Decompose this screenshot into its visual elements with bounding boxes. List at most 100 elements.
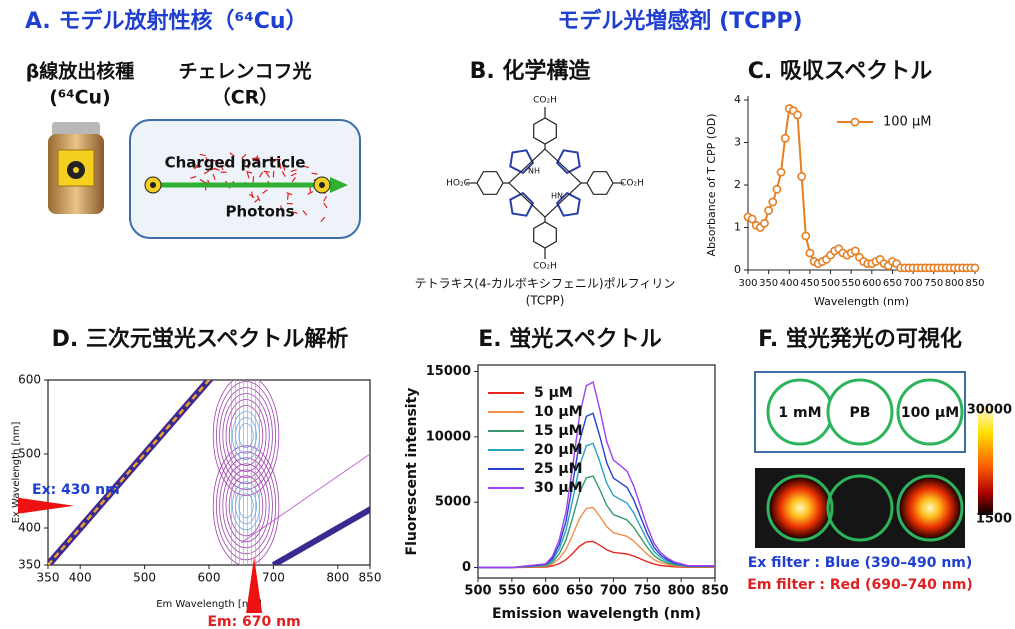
y-axis-label: Fluorescent intensity [404,388,420,556]
panel-title: B. 化学構造 [470,58,591,84]
x-tick-label: 500 [821,278,840,289]
compound-abbr: (TCPP) [526,294,565,308]
ring [557,150,580,173]
group: CO₂H [533,262,557,272]
radiation-icon [314,177,330,193]
data-point [782,135,789,142]
x-tick-label: 350 [37,571,60,585]
data-point [794,111,801,118]
x-tick-label: 650 [883,278,902,289]
ring [510,193,533,216]
chart-title: C. 吸収スペクトル [748,59,933,84]
series-line [478,476,715,567]
y-tick-label: 15000 [426,364,471,379]
x-tick-label: 500 [464,584,491,599]
series-line [478,443,715,567]
x-tick-label: 550 [842,278,861,289]
data-point [765,207,772,214]
panel-title: F. 蛍光発光の可視化 [758,326,962,352]
label: Charged particle [165,154,306,172]
x-tick-label: 700 [904,278,923,289]
group: CO₂H [533,96,557,106]
legend-label: 100 μM [883,115,931,130]
contour-line [216,452,275,560]
y-tick-label: 600 [18,373,41,387]
y-tick-label: 10000 [426,429,471,444]
contour-line [239,424,253,448]
series-line [748,109,975,268]
x-tick-label: 850 [701,584,728,599]
x-tick-label: 800 [668,584,695,599]
x-tick-label: 650 [566,584,593,599]
label: β線放出核種 [26,60,135,83]
x-tick-label: 600 [532,584,559,599]
ring [509,149,581,217]
x-tick-label: 550 [498,584,525,599]
structure [466,107,624,259]
x-tick-label: 400 [780,278,799,289]
atom: HN [551,192,563,201]
x-axis-label: Wavelength (nm) [814,295,909,308]
well-label: 1 mM [778,405,821,421]
x-tick-label: 800 [945,278,964,289]
ring [477,172,503,195]
group: HO₂C [446,179,470,189]
x-tick-label: 750 [924,278,943,289]
annotation-arrow [18,498,74,514]
label: チェレンコフ光 [178,60,311,83]
label: （CR） [212,86,279,109]
x-tick-label: 350 [759,278,778,289]
y-tick-label: 0 [734,263,741,276]
data-point [769,198,776,205]
well-label: 100 μM [901,405,959,421]
contour-line [220,388,273,484]
x-tick-label: 800 [326,571,349,585]
well-glow [770,478,830,538]
series-line [478,507,715,567]
data-point [777,169,784,176]
x-tick-label: 700 [262,571,285,585]
x-tick-label: 450 [800,278,819,289]
plot-area [478,382,715,568]
compound-name: テトラキス(4-カルボキシフェニル)ポルフィリン [415,277,676,291]
y-tick-label: 0 [462,560,471,575]
legend-marker [851,118,858,125]
colorbar-label: 1500 [976,512,1012,527]
ring [587,172,613,195]
label: Photons [225,203,294,221]
y-tick-label: 350 [18,558,41,572]
x-tick-label: 700 [600,584,627,599]
chart-title: E. 蛍光スペクトル [478,326,662,352]
contour-line [216,382,275,490]
legend-label: 20 μM [534,442,583,458]
photon [253,176,254,182]
ring [534,222,557,248]
x-tick-label: 400 [69,571,92,585]
x-axis-label: Em Wavelength [nm] [156,599,262,610]
x-tick-label: 600 [862,278,881,289]
data-point [971,264,978,271]
series-line [478,382,715,568]
contour-line [229,406,263,466]
header: モデル光増感剤 (TCPP) [557,8,802,34]
x-tick-label: 600 [198,571,221,585]
filter-label: Em filter : Red (690–740 nm) [747,577,972,593]
data-point [761,220,768,227]
data-point [806,249,813,256]
contour-line [223,394,269,478]
legend-label: 10 μM [534,404,583,420]
data-point [773,186,780,193]
series-line [478,413,715,567]
x-tick-label: 750 [634,584,661,599]
annotation: Em: 670 nm [207,614,300,629]
ring [534,118,557,144]
x-axis-label: Emission wavelength (nm) [492,606,701,622]
y-tick-label: 3 [734,136,741,149]
y-axis-label: Absorbance of T CPP (OD) [705,114,718,257]
well-glow [900,478,960,538]
legend-label: 30 μM [534,480,583,496]
legend-label: 15 μM [534,423,583,439]
x-tick-label: 850 [359,571,382,585]
well-label: PB [850,405,871,421]
y-tick-label: 2 [734,178,741,191]
